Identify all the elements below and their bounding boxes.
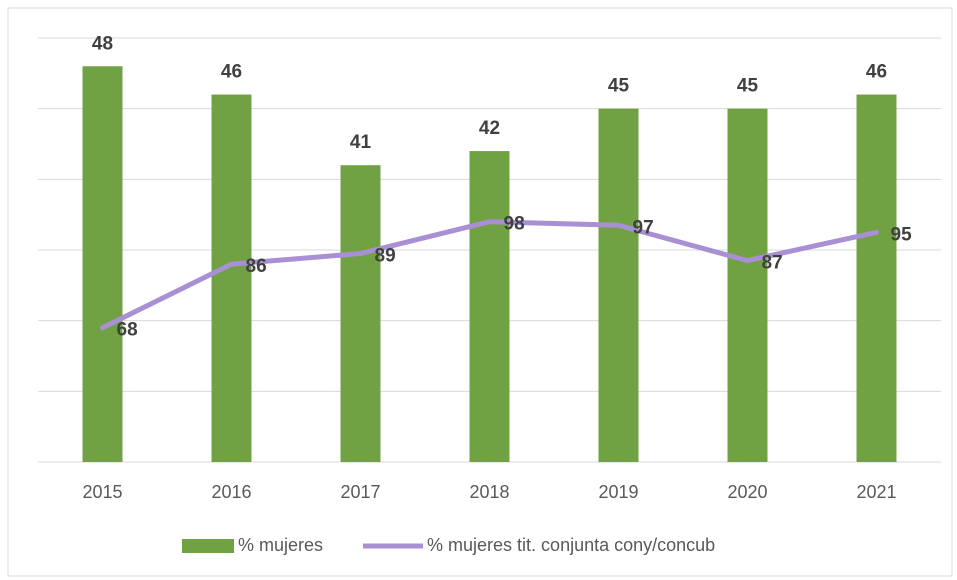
x-tick-label: 2019 (598, 482, 638, 502)
data-label: 86 (246, 256, 267, 277)
legend-label: % mujeres (238, 535, 323, 555)
line (100, 219, 879, 331)
bar (82, 66, 123, 463)
data-label: 97 (633, 217, 654, 238)
data-label: 45 (608, 76, 630, 97)
data-label: 89 (375, 246, 396, 267)
x-tick-label: 2017 (340, 482, 380, 502)
data-label: 46 (221, 62, 242, 83)
bar (211, 94, 252, 463)
data-label: 45 (737, 76, 759, 97)
data-label: 87 (762, 253, 783, 274)
data-label: 68 (117, 320, 138, 341)
x-tick-label: 2016 (211, 482, 251, 502)
x-tick-label: 2020 (727, 482, 767, 502)
legend-label: % mujeres tit. conjunta cony/concub (427, 535, 715, 555)
bar (856, 94, 897, 463)
data-label: 42 (479, 118, 500, 139)
bar (598, 108, 639, 463)
x-tick-label: 2018 (469, 482, 509, 502)
data-label: 95 (891, 224, 913, 245)
bar (727, 108, 768, 463)
data-label: 98 (504, 214, 525, 235)
x-tick-label: 2021 (856, 482, 896, 502)
data-label: 46 (866, 62, 887, 83)
data-label: 48 (92, 33, 113, 54)
x-tick-label: 2015 (82, 482, 122, 502)
bar (340, 165, 381, 462)
bar (469, 151, 510, 463)
legend-swatch (182, 539, 234, 553)
data-label: 41 (350, 132, 372, 153)
